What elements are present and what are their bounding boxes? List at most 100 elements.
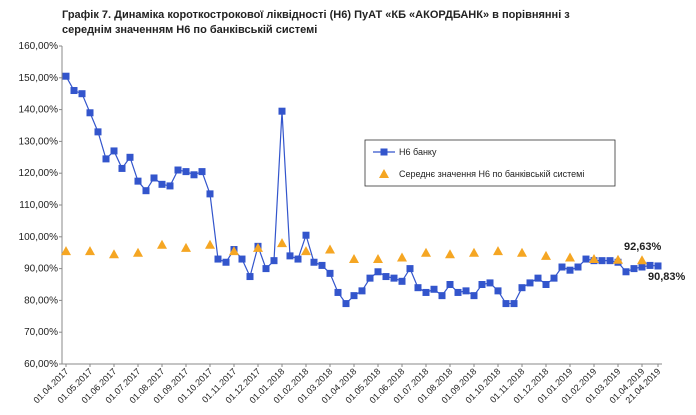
point bbox=[470, 292, 478, 300]
point bbox=[478, 281, 486, 288]
y-tick-label: 140,00% bbox=[19, 105, 59, 116]
point bbox=[493, 246, 503, 256]
point bbox=[654, 262, 662, 270]
point bbox=[158, 180, 166, 188]
point bbox=[277, 238, 287, 248]
point bbox=[142, 187, 150, 195]
point bbox=[430, 285, 438, 293]
legend-label: Н6 банку bbox=[399, 147, 437, 157]
point bbox=[606, 257, 614, 265]
point bbox=[517, 247, 527, 257]
y-tick-label: 160,00% bbox=[19, 41, 59, 52]
point bbox=[174, 166, 182, 174]
legend-box bbox=[364, 139, 616, 187]
y-tick-label: 90,00% bbox=[24, 264, 58, 275]
y-tick-label: 60,00% bbox=[24, 359, 58, 370]
point bbox=[118, 164, 126, 172]
point bbox=[382, 273, 390, 281]
y-tick-label: 120,00% bbox=[19, 168, 59, 179]
point bbox=[373, 254, 383, 264]
point bbox=[238, 255, 246, 263]
point bbox=[166, 182, 174, 190]
point bbox=[286, 252, 294, 260]
point bbox=[510, 300, 518, 308]
point bbox=[349, 254, 359, 264]
point bbox=[454, 288, 462, 296]
point bbox=[414, 284, 422, 292]
point bbox=[205, 239, 215, 249]
point bbox=[62, 72, 70, 80]
point bbox=[182, 168, 190, 176]
y-tick-label: 70,00% bbox=[24, 327, 58, 338]
point bbox=[582, 255, 590, 263]
point bbox=[229, 246, 239, 256]
point bbox=[589, 254, 599, 264]
point bbox=[494, 287, 502, 295]
y-tick-label: 110,00% bbox=[19, 200, 58, 211]
point bbox=[262, 265, 270, 273]
point bbox=[390, 274, 398, 282]
point bbox=[598, 257, 606, 265]
point bbox=[222, 258, 230, 266]
point bbox=[422, 288, 430, 296]
point bbox=[518, 284, 526, 292]
point bbox=[462, 287, 470, 295]
point bbox=[294, 255, 302, 263]
point bbox=[86, 109, 94, 117]
point bbox=[102, 155, 110, 163]
point bbox=[613, 254, 623, 264]
point bbox=[301, 246, 311, 256]
point bbox=[565, 252, 575, 262]
point bbox=[198, 168, 206, 176]
data-label: 90,83% bbox=[648, 271, 686, 283]
point bbox=[438, 292, 446, 300]
point bbox=[181, 242, 191, 252]
point bbox=[325, 244, 335, 254]
point bbox=[398, 277, 406, 285]
point bbox=[133, 247, 143, 257]
point bbox=[574, 263, 582, 271]
point bbox=[446, 281, 454, 288]
point bbox=[550, 274, 558, 282]
point bbox=[157, 239, 167, 249]
y-tick-label: 80,00% bbox=[24, 295, 58, 306]
point bbox=[109, 249, 119, 259]
point bbox=[637, 255, 647, 265]
point bbox=[342, 300, 350, 308]
point bbox=[214, 255, 222, 263]
point bbox=[374, 268, 382, 276]
legend-label: Середнє значення Н6 по банківській систе… bbox=[399, 169, 584, 179]
point bbox=[278, 107, 286, 115]
legend-marker bbox=[380, 148, 388, 156]
point bbox=[502, 300, 510, 308]
point bbox=[206, 190, 214, 198]
legend-marker bbox=[379, 169, 389, 178]
point bbox=[486, 279, 494, 287]
point bbox=[622, 268, 630, 276]
point bbox=[638, 263, 646, 271]
point bbox=[366, 274, 374, 282]
point bbox=[70, 87, 78, 95]
point bbox=[310, 258, 318, 266]
point bbox=[318, 261, 326, 269]
y-tick-label: 130,00% bbox=[19, 136, 59, 147]
point bbox=[326, 269, 334, 277]
point bbox=[406, 265, 414, 273]
point bbox=[78, 90, 86, 98]
point bbox=[61, 246, 71, 256]
point bbox=[150, 174, 158, 182]
y-tick-label: 150,00% bbox=[19, 73, 59, 84]
point bbox=[126, 153, 134, 161]
point bbox=[358, 287, 366, 295]
point bbox=[270, 257, 278, 265]
point bbox=[630, 265, 638, 273]
y-tick-label: 100,00% bbox=[19, 232, 59, 243]
point bbox=[246, 273, 254, 281]
point bbox=[253, 242, 263, 252]
point bbox=[542, 281, 550, 288]
point bbox=[421, 247, 431, 257]
point bbox=[646, 261, 654, 269]
point bbox=[526, 279, 534, 287]
